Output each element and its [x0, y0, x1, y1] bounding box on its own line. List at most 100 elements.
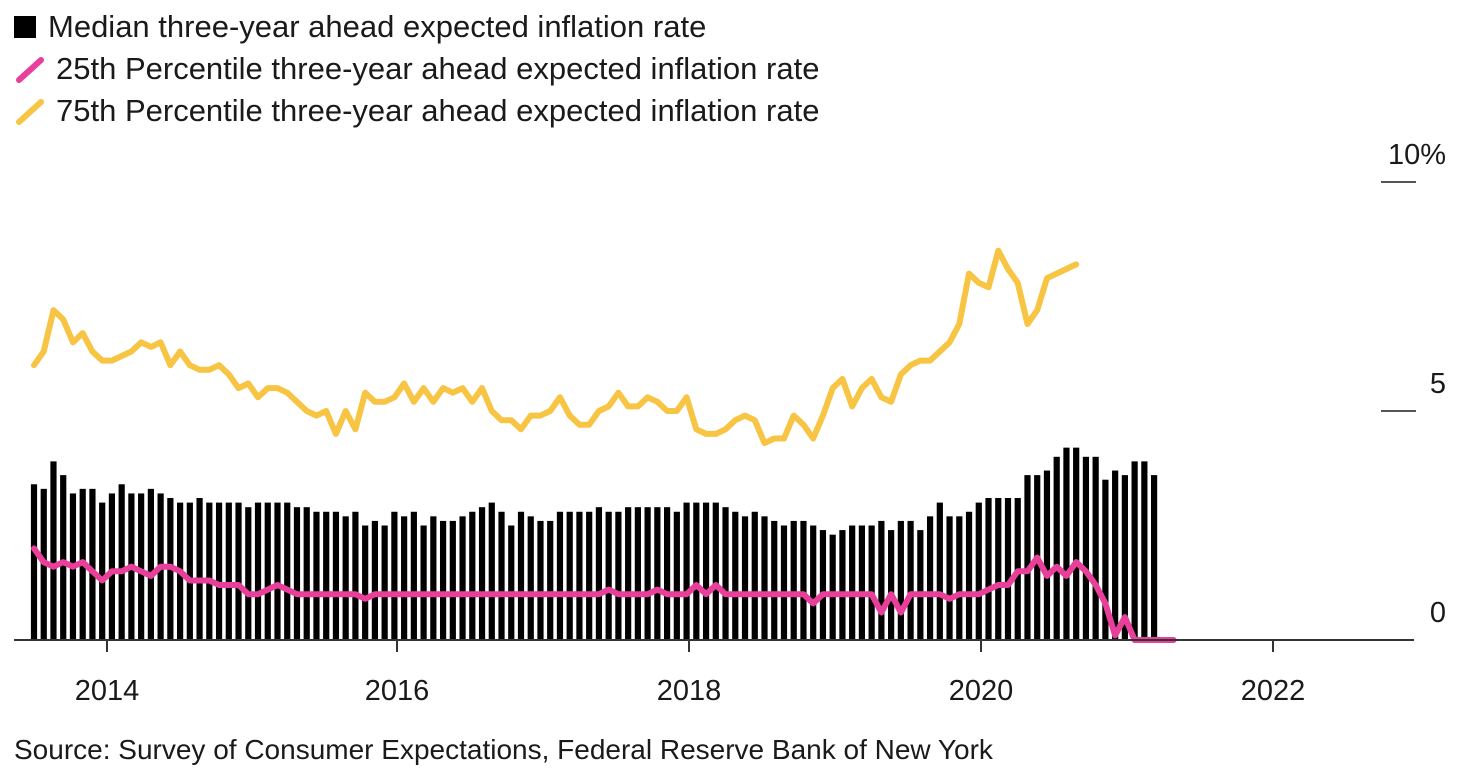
median-bar	[1092, 456, 1099, 640]
median-bar	[138, 493, 145, 640]
legend-item-median: Median three-year ahead expected inflati…	[14, 6, 819, 48]
legend: Median three-year ahead expected inflati…	[14, 6, 819, 132]
median-bar	[936, 502, 943, 640]
median-bar	[897, 520, 904, 640]
median-bar	[303, 507, 310, 640]
median-bar	[459, 516, 466, 640]
median-bar	[683, 502, 690, 640]
y-tick-label: 0	[1430, 597, 1446, 629]
x-tick-label: 2020	[949, 675, 1014, 707]
median-bar	[410, 511, 417, 640]
median-bar	[293, 507, 301, 640]
median-bar	[819, 530, 827, 640]
median-bar	[469, 511, 476, 640]
median-bar	[478, 507, 486, 640]
median-bar	[498, 511, 505, 640]
median-bar	[342, 516, 349, 640]
median-bar	[965, 511, 973, 640]
median-bar	[800, 520, 807, 640]
median-bar	[1121, 475, 1128, 640]
median-bar	[488, 502, 495, 640]
median-bar	[118, 484, 125, 640]
axes: 2014 2016 2018 2020 2022 10% 5 0	[14, 139, 1446, 707]
median-bar	[439, 520, 447, 640]
median-bar	[206, 502, 213, 640]
median-bar	[790, 520, 797, 640]
median-bar	[99, 502, 106, 640]
median-bar	[995, 498, 1002, 640]
median-bar	[1073, 447, 1080, 640]
source-note: Source: Survey of Consumer Expectations,…	[14, 734, 993, 765]
median-bar	[225, 502, 232, 640]
median-bar	[975, 502, 982, 640]
legend-label-p25: 25th Percentile three-year ahead expecte…	[56, 51, 820, 86]
median-bar	[917, 530, 924, 640]
median-bar	[878, 520, 885, 640]
median-bar	[186, 502, 193, 640]
median-bar	[702, 502, 710, 640]
median-bar	[1141, 461, 1148, 640]
p25-swatch	[16, 57, 44, 83]
median-bar	[956, 516, 963, 640]
median-bar	[1053, 456, 1060, 640]
median-bar	[196, 498, 203, 640]
median-bar	[508, 525, 515, 640]
x-tick-label: 2014	[75, 675, 140, 707]
median-bars	[30, 447, 1158, 640]
median-bar	[644, 507, 651, 640]
legend-label-median: Median three-year ahead expected inflati…	[48, 9, 707, 44]
median-bar	[1151, 475, 1158, 640]
median-swatch	[14, 16, 36, 38]
x-tick-label: 2016	[365, 675, 430, 707]
legend-item-p75: 75th Percentile three-year ahead expecte…	[14, 90, 819, 132]
median-bar	[1102, 479, 1109, 640]
median-bar	[615, 511, 622, 640]
median-bar	[254, 502, 262, 640]
median-bar	[449, 520, 456, 640]
median-bar	[332, 511, 340, 640]
median-bar	[1131, 461, 1138, 640]
median-bar	[352, 511, 359, 640]
median-bar	[30, 484, 38, 640]
median-bar	[1082, 456, 1090, 640]
median-bar	[858, 525, 865, 640]
median-bar	[1024, 475, 1031, 640]
median-bar	[89, 488, 96, 640]
median-bar	[235, 502, 242, 640]
legend-label-p75: 75th Percentile three-year ahead expecte…	[56, 93, 820, 128]
median-bar	[595, 507, 603, 640]
x-tick-label: 2022	[1241, 675, 1306, 707]
median-bar	[264, 502, 271, 640]
median-bar	[732, 511, 739, 640]
median-bar	[381, 525, 388, 640]
median-bar	[888, 530, 895, 640]
median-bar	[527, 516, 534, 640]
median-bar	[868, 525, 875, 640]
median-bar	[391, 511, 398, 640]
median-bar	[566, 511, 573, 640]
median-bar	[517, 511, 525, 640]
median-bar	[430, 516, 437, 640]
median-bar	[946, 516, 953, 640]
median-bar	[537, 520, 544, 640]
median-bar	[147, 488, 154, 640]
median-bar	[722, 507, 729, 640]
p25-line	[31, 545, 1177, 643]
y-tick-label: 5	[1430, 368, 1446, 400]
p75-swatch	[16, 99, 44, 125]
median-bar	[751, 511, 758, 640]
median-bar	[50, 461, 57, 640]
p75-line	[31, 247, 1080, 447]
median-bar	[693, 502, 700, 640]
median-bar	[849, 525, 856, 640]
median-bar	[323, 511, 330, 640]
median-bar	[362, 525, 369, 640]
median-bar	[761, 516, 768, 640]
median-bar	[810, 525, 817, 640]
median-bar	[605, 511, 612, 640]
median-bar	[215, 502, 223, 640]
median-bar	[829, 534, 836, 640]
median-bar	[664, 507, 671, 640]
x-tick-label: 2018	[657, 675, 722, 707]
median-bar	[313, 511, 320, 640]
